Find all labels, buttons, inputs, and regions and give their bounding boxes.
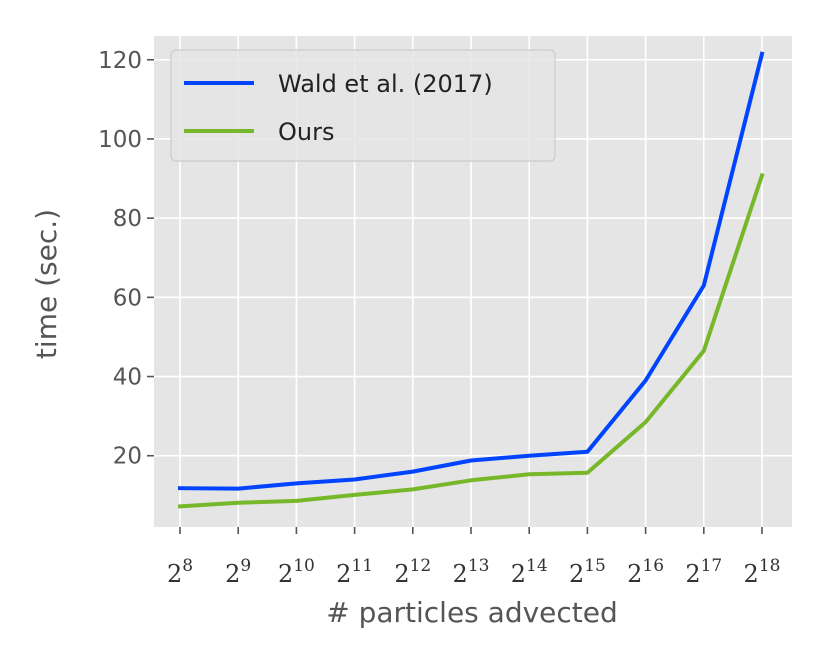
x-tick-base: 2 (167, 560, 182, 588)
x-tick-label: 210 (278, 556, 315, 588)
x-tick-label: 215 (569, 556, 606, 588)
x-tick-exponent: 8 (182, 556, 193, 576)
x-tick-label: 214 (511, 556, 548, 588)
x-tick-label: 217 (685, 556, 722, 588)
y-axis-ticks: 20 40 60 80 100 120 (98, 48, 154, 470)
legend: Wald et al. (2017) Ours (170, 49, 556, 162)
y-tick-label: 40 (113, 365, 142, 391)
y-axis-title: time (sec.) (30, 209, 63, 359)
x-tick-label: 216 (627, 556, 664, 588)
x-tick-label: 29 (225, 556, 251, 588)
x-axis-title: # particles advected (326, 596, 618, 629)
y-tick-label: 100 (98, 127, 142, 153)
x-tick-exponent: 17 (701, 556, 723, 576)
x-tick-exponent: 15 (584, 556, 606, 576)
x-tick-exponent: 13 (468, 556, 490, 576)
x-tick-base: 2 (511, 560, 526, 588)
y-tick-label: 60 (113, 285, 142, 311)
y-tick-label: 80 (113, 206, 142, 232)
x-tick-base: 2 (278, 560, 293, 588)
x-tick-base: 2 (744, 560, 759, 588)
x-tick-exponent: 10 (293, 556, 315, 576)
x-tick-label: 211 (336, 556, 373, 588)
series-line (177, 51, 765, 491)
x-tick-exponent: 12 (410, 556, 432, 576)
x-tick-base: 2 (627, 560, 642, 588)
x-tick-label: 218 (744, 556, 781, 588)
x-tick-exponent: 9 (240, 556, 251, 576)
x-tick-base: 2 (569, 560, 584, 588)
legend-box (170, 49, 556, 162)
x-tick-label: 28 (167, 556, 193, 588)
x-tick-label: 212 (394, 556, 431, 588)
x-tick-exponent: 18 (759, 556, 781, 576)
y-tick-label: 120 (98, 48, 142, 74)
x-tick-exponent: 16 (642, 556, 664, 576)
x-tick-exponent: 11 (351, 556, 373, 576)
legend-label: Ours (278, 118, 334, 146)
x-tick-base: 2 (453, 560, 468, 588)
x-tick-base: 2 (225, 560, 240, 588)
x-tick-exponent: 14 (526, 556, 548, 576)
x-axis-ticks: 28 29 210 211 212 213 214 215 216 217 218 (167, 527, 781, 588)
legend-label: Wald et al. (2017) (278, 70, 493, 98)
x-tick-base: 2 (336, 560, 351, 588)
x-tick-label: 213 (453, 556, 490, 588)
x-tick-base: 2 (394, 560, 409, 588)
series-line (177, 172, 765, 509)
x-tick-base: 2 (685, 560, 700, 588)
series-layer (177, 51, 765, 509)
y-tick-label: 20 (113, 444, 142, 470)
